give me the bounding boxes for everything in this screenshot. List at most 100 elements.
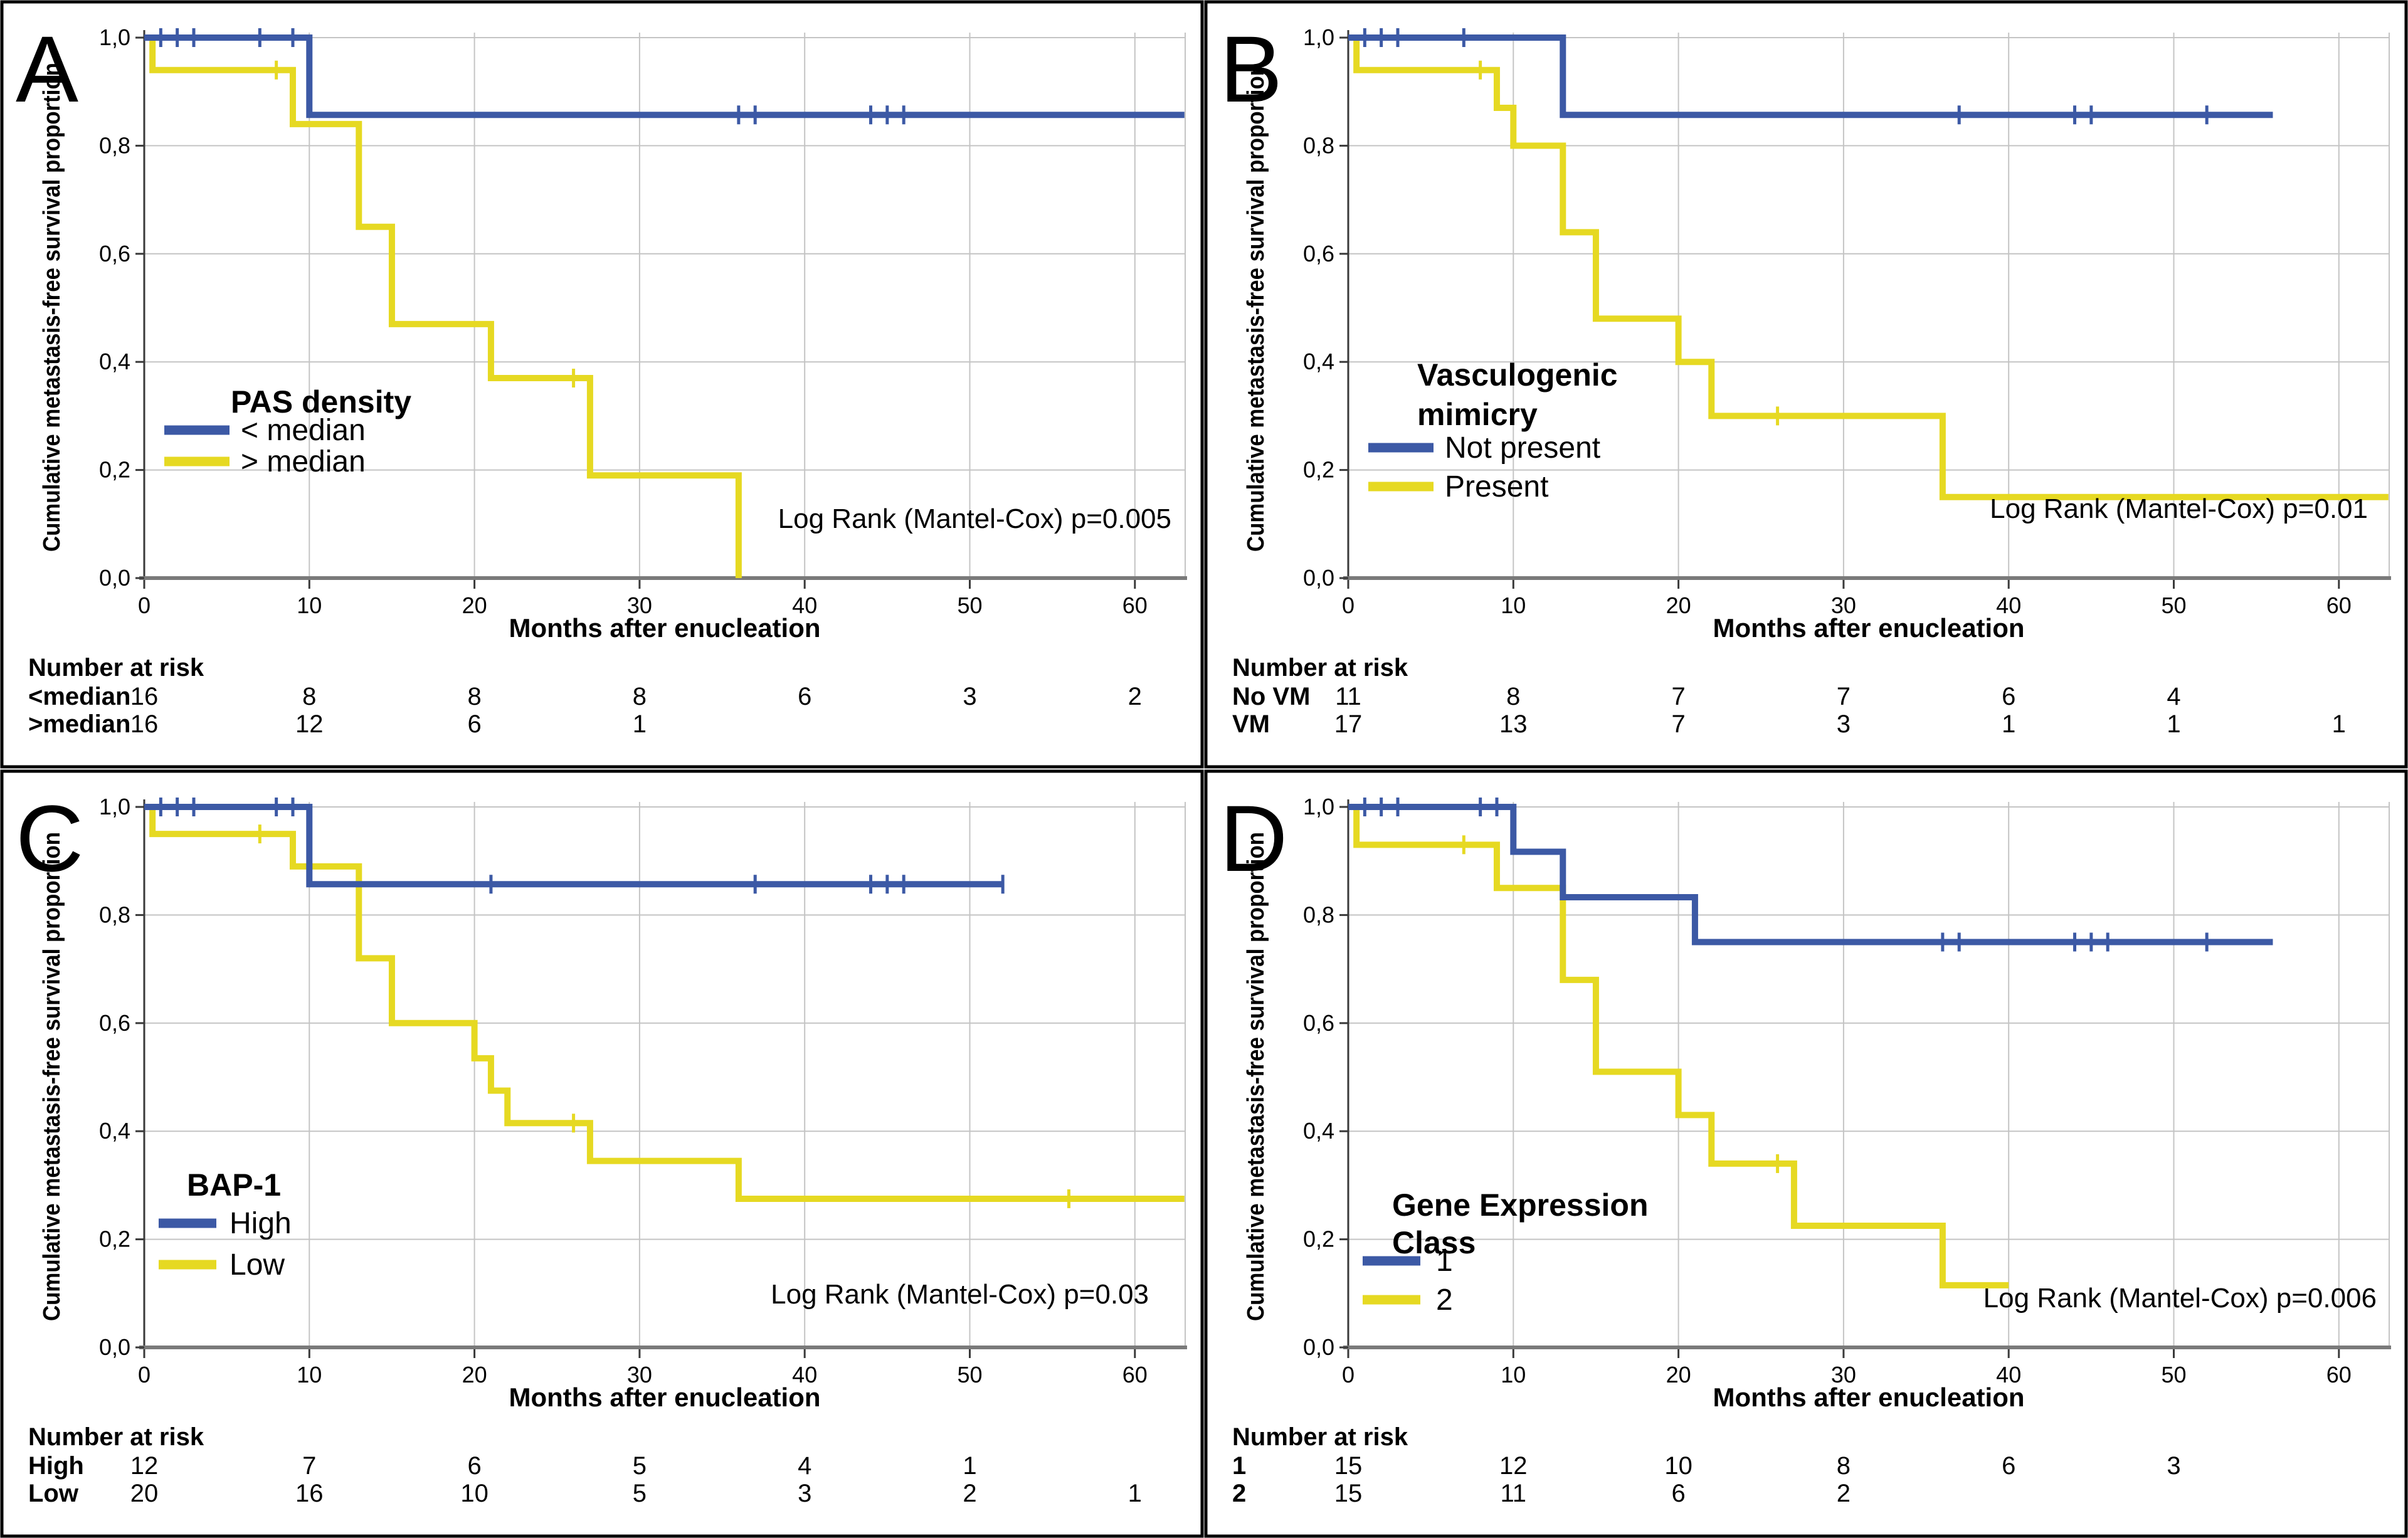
y-tick-label: 0,6 <box>99 1010 130 1036</box>
risk-row-label: High <box>28 1452 84 1480</box>
x-tick-label: 30 <box>1831 1362 1856 1388</box>
x-tick-label: 20 <box>1666 1362 1691 1388</box>
logrank-p-label: Log Rank (Mantel-Cox) p=0.006 <box>1983 1283 2377 1314</box>
risk-value: 8 <box>1506 683 1520 710</box>
risk-table-header: Number at risk <box>1232 654 1408 682</box>
x-tick-label: 10 <box>297 593 322 618</box>
risk-table-header: Number at risk <box>28 1423 204 1451</box>
logrank-p-label: Log Rank (Mantel-Cox) p=0.005 <box>778 503 1171 534</box>
risk-value: 12 <box>130 1452 159 1480</box>
x-tick-label: 50 <box>957 1362 982 1388</box>
legend-label: Not present <box>1445 431 1600 465</box>
risk-value: 3 <box>798 1480 811 1507</box>
risk-value: 4 <box>2167 683 2180 710</box>
risk-value: 8 <box>1837 1452 1851 1480</box>
x-tick-label: 0 <box>1342 593 1354 618</box>
y-axis-title: Cumulative metastasis-free survival prop… <box>1243 832 1269 1321</box>
logrank-p-label: Log Rank (Mantel-Cox) p=0.03 <box>771 1279 1149 1310</box>
risk-value: 7 <box>302 1452 316 1480</box>
risk-value: 7 <box>1671 683 1685 710</box>
y-tick-label: 1,0 <box>1303 24 1334 50</box>
risk-value: 17 <box>1334 710 1363 738</box>
series-curve--median <box>144 34 742 578</box>
risk-row-label: >median <box>28 710 130 738</box>
risk-value: 15 <box>1334 1452 1363 1480</box>
legend-title: Class <box>1392 1225 1476 1260</box>
panel-c-chart: 0 10 20 30 40 50 60 0,0 0,2 0,4 0,6 0,8 1,0 Cumulativ… <box>0 769 1204 1538</box>
risk-value: 5 <box>633 1480 647 1507</box>
risk-row-label: Low <box>28 1480 79 1507</box>
x-tick-label: 10 <box>297 1362 322 1388</box>
y-tick-label: 0,4 <box>99 349 130 374</box>
risk-value: 10 <box>1664 1452 1692 1480</box>
legend-label: 2 <box>1436 1283 1453 1317</box>
x-tick-label: 60 <box>2326 1362 2352 1388</box>
risk-value: 6 <box>467 1452 481 1480</box>
risk-value: 11 <box>1501 1480 1527 1507</box>
y-tick-label: 0,0 <box>99 565 130 591</box>
x-tick-label: 20 <box>1666 593 1691 618</box>
series-curve--median <box>144 34 1185 119</box>
risk-value: 10 <box>460 1480 488 1507</box>
risk-value: 8 <box>633 683 647 710</box>
legend-label: Present <box>1445 470 1548 503</box>
y-tick-label: 0,0 <box>1303 1334 1334 1360</box>
y-tick-label: 0,4 <box>1303 1118 1334 1144</box>
x-tick-label: 20 <box>462 1362 487 1388</box>
series-curve-1 <box>1348 804 2273 945</box>
panel-a-chart: 0 10 20 30 40 50 60 0,0 0,2 0,4 0,6 0,8 1,0 Cumulativ… <box>0 0 1204 769</box>
x-tick-label: 50 <box>2161 1362 2186 1388</box>
plot-area: 0 10 20 30 40 50 60 0,0 0,2 0,4 0,6 0,8 1,0 <box>1303 24 2391 618</box>
risk-row-label: 2 <box>1232 1480 1246 1507</box>
y-tick-label: 0,4 <box>1303 349 1334 374</box>
x-tick-label: 40 <box>1996 593 2021 618</box>
y-tick-label: 0,2 <box>99 1226 130 1252</box>
x-tick-label: 0 <box>138 593 150 618</box>
x-tick-label: 0 <box>1342 1362 1354 1388</box>
legend-label: > median <box>241 445 366 478</box>
y-tick-label: 0,2 <box>99 457 130 483</box>
panel-letter: C <box>16 786 83 891</box>
y-tick-label: 0,6 <box>1303 1010 1334 1036</box>
risk-value: 12 <box>295 710 324 738</box>
risk-value: 15 <box>1334 1480 1363 1507</box>
panel-border <box>0 769 1204 1538</box>
y-tick-label: 0,8 <box>99 902 130 927</box>
x-tick-label: 40 <box>792 593 817 618</box>
y-tick-label: 1,0 <box>1303 794 1334 819</box>
risk-value: 1 <box>633 710 647 738</box>
legend-label: < median <box>241 414 366 447</box>
legend-title: mimicry <box>1417 397 1538 432</box>
risk-value: 16 <box>130 683 159 710</box>
plot-area: 0 10 20 30 40 50 60 0,0 0,2 0,4 0,6 0,8 1,0 <box>99 794 1187 1388</box>
risk-value: 1 <box>963 1452 976 1480</box>
x-axis-title: Months after enucleation <box>1713 1383 2024 1412</box>
series-curve-low <box>144 804 1185 1202</box>
risk-value: 8 <box>302 683 316 710</box>
risk-value: 6 <box>1671 1480 1685 1507</box>
legend-title: BAP-1 <box>187 1167 281 1203</box>
series-curve-present <box>1348 34 2389 500</box>
risk-value: 6 <box>2002 683 2015 710</box>
risk-value: 3 <box>1837 710 1851 738</box>
legend: PAS density< median> median <box>164 384 411 478</box>
x-tick-label: 50 <box>957 593 982 618</box>
legend-label: 1 <box>1436 1245 1453 1278</box>
legend-label: Low <box>230 1248 285 1282</box>
y-tick-label: 1,0 <box>99 24 130 50</box>
y-tick-label: 0,2 <box>1303 457 1334 483</box>
risk-value: 2 <box>1837 1480 1851 1507</box>
y-tick-label: 0,8 <box>99 132 130 158</box>
y-tick-label: 0,0 <box>1303 565 1334 591</box>
risk-value: 20 <box>130 1480 159 1507</box>
x-tick-label: 30 <box>1831 593 1856 618</box>
x-tick-label: 10 <box>1501 593 1526 618</box>
legend-title: PAS density <box>231 384 411 419</box>
risk-value: 7 <box>1671 710 1685 738</box>
risk-value: 13 <box>1499 710 1528 738</box>
risk-value: 2 <box>1128 683 1142 710</box>
panel-b-chart: 0 10 20 30 40 50 60 0,0 0,2 0,4 0,6 0,8 1,0 Cumulativ… <box>1204 0 2408 769</box>
